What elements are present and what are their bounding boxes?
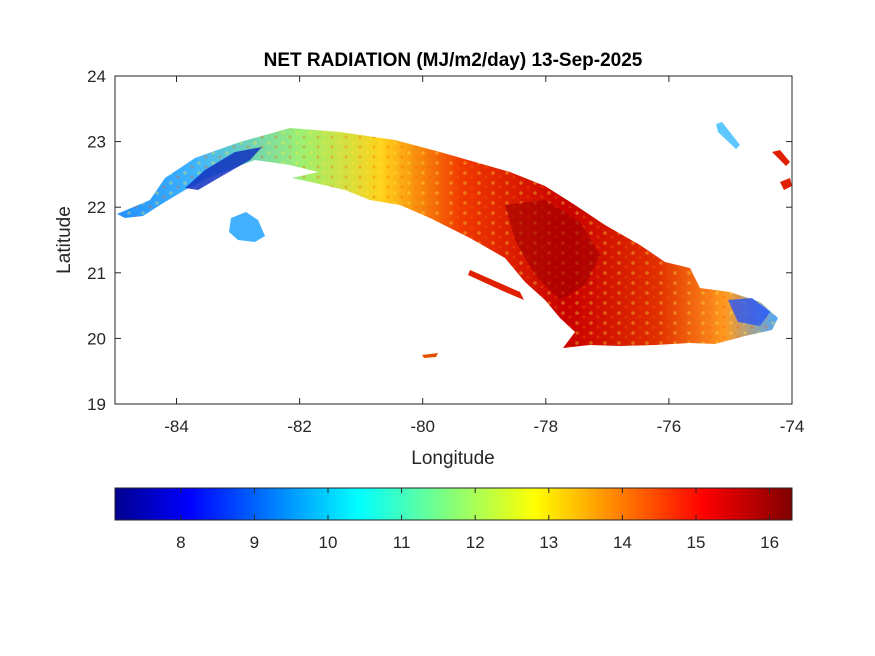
northeast-islet-1 xyxy=(716,122,740,149)
eastern-high-radiation-core xyxy=(505,200,600,300)
y-tick-label: 20 xyxy=(87,329,106,348)
y-tick-label: 19 xyxy=(87,395,106,414)
colorbar-tick-label: 14 xyxy=(613,533,632,552)
y-tick-marks xyxy=(115,141,792,339)
colorbar-tick-label: 15 xyxy=(687,533,706,552)
x-tick-label: -74 xyxy=(780,417,805,436)
colorbar-tick-label: 8 xyxy=(176,533,185,552)
colorbar-tick-label: 16 xyxy=(760,533,779,552)
x-tick-label: -82 xyxy=(287,417,312,436)
x-axis-label: Longitude xyxy=(411,448,494,469)
cuba-radiation-layer xyxy=(117,122,792,358)
y-tick-label: 24 xyxy=(87,67,106,86)
southern-islet xyxy=(422,353,438,358)
colorbar-tick-label: 12 xyxy=(466,533,485,552)
x-tick-label: -78 xyxy=(534,417,559,436)
colorbar-tick-label: 9 xyxy=(250,533,259,552)
eastern-tip-low-radiation xyxy=(728,298,770,326)
south-coast-keys xyxy=(468,270,524,300)
colorbar-tick-label: 13 xyxy=(539,533,558,552)
x-tick-marks xyxy=(176,76,670,404)
map-plot-area: -84 -82 -80 -78 -76 -74 24 23 22 21 20 1… xyxy=(54,67,804,469)
y-tick-label: 21 xyxy=(87,264,106,283)
northeast-islet-2 xyxy=(772,150,790,166)
colorbar-tick-label: 11 xyxy=(393,533,411,552)
x-tick-label: -80 xyxy=(410,417,435,436)
colorbar-gradient xyxy=(114,487,793,521)
northeast-islet-3 xyxy=(780,178,792,190)
map-title: NET RADIATION (MJ/m2/day) 13-Sep-2025 xyxy=(264,50,643,71)
y-axis-label: Latitude xyxy=(54,206,75,274)
colorbar-tick-marks xyxy=(180,488,771,520)
western-low-radiation-band xyxy=(185,147,262,190)
colorbar-tick-label: 10 xyxy=(319,533,338,552)
y-tick-label: 22 xyxy=(87,198,106,217)
isla-de-la-juventud xyxy=(229,212,265,242)
x-tick-label: -76 xyxy=(657,417,682,436)
colorbar: 8 9 10 11 12 13 14 15 16 xyxy=(114,487,793,552)
y-tick-label: 23 xyxy=(87,133,106,152)
x-tick-label: -84 xyxy=(164,417,189,436)
